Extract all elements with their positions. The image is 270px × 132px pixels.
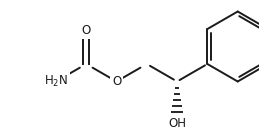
Text: H$_2$N: H$_2$N [44, 74, 68, 89]
Text: O: O [112, 75, 121, 88]
Text: O: O [82, 24, 91, 37]
Text: OH: OH [168, 117, 186, 130]
